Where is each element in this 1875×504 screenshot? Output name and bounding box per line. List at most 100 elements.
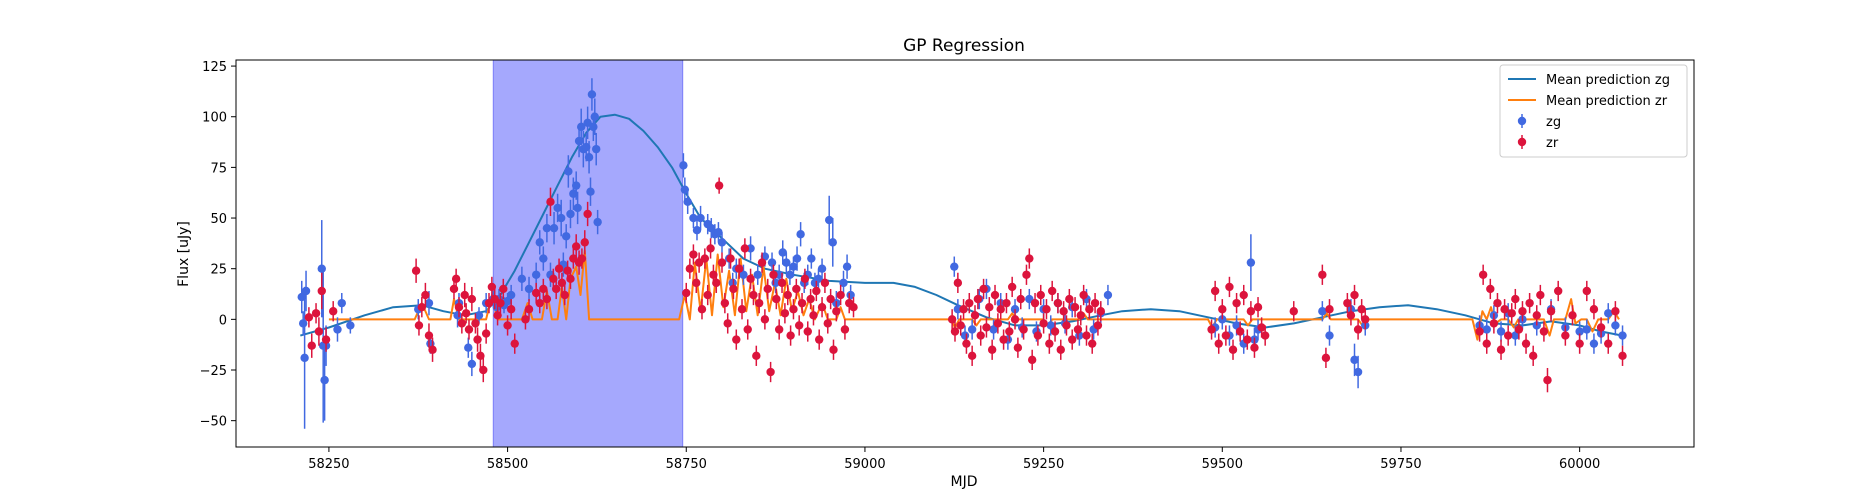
data-point (832, 307, 841, 316)
data-point (1475, 327, 1484, 336)
data-point (1045, 339, 1054, 348)
data-point (464, 325, 474, 334)
data-point (780, 309, 790, 318)
data-point (1027, 355, 1037, 365)
data-point (1073, 325, 1083, 334)
data-point (1007, 282, 1017, 292)
data-point (774, 325, 784, 334)
data-point (1033, 331, 1043, 340)
data-point (1096, 307, 1105, 316)
data-point (572, 242, 581, 251)
data-point (592, 144, 601, 154)
data-point (499, 284, 508, 294)
data-point (1503, 331, 1513, 340)
data-point (464, 343, 473, 352)
data-point (1002, 298, 1011, 308)
data-point (679, 161, 688, 170)
y-tick-label: −25 (200, 364, 227, 379)
data-point (1030, 298, 1040, 308)
data-point (840, 325, 850, 334)
data-point (1059, 307, 1068, 316)
data-point (1561, 331, 1570, 340)
data-point (752, 351, 761, 361)
data-point (689, 250, 698, 259)
data-point (1493, 298, 1502, 308)
data-point (1500, 305, 1509, 314)
data-point (467, 294, 477, 304)
data-point (692, 278, 701, 288)
x-tick-label: 58500 (487, 457, 528, 472)
data-point (1582, 325, 1591, 334)
data-point (546, 197, 555, 207)
chart-title: GP Regression (903, 36, 1025, 56)
data-point (300, 353, 309, 363)
data-point (1604, 339, 1613, 348)
data-point (1047, 286, 1057, 296)
data-point (1350, 290, 1359, 300)
y-axis-label: Flux [uJy] (176, 221, 192, 287)
data-point (1253, 302, 1263, 312)
data-point (551, 284, 561, 294)
data-point (990, 290, 1000, 300)
data-point (973, 294, 983, 304)
legend-marker-swatch (1517, 116, 1527, 126)
data-point (999, 335, 1008, 344)
y-tick-label: 50 (210, 212, 227, 227)
data-point (1568, 311, 1577, 320)
data-point (1210, 286, 1220, 296)
data-point (1039, 319, 1048, 328)
data-point (985, 302, 994, 312)
data-point (487, 282, 497, 292)
data-point (754, 298, 764, 308)
data-point (692, 225, 702, 235)
data-point (703, 290, 712, 300)
data-point (789, 262, 798, 271)
data-point (539, 254, 548, 263)
data-point (297, 292, 306, 302)
data-point (553, 203, 562, 213)
data-point (792, 284, 801, 294)
data-point (1343, 298, 1352, 308)
data-point (947, 315, 957, 324)
y-tick-label: 125 (202, 60, 227, 75)
data-point (1016, 294, 1025, 304)
data-point (1065, 294, 1074, 304)
data-point (317, 264, 326, 273)
data-point (706, 244, 715, 253)
data-point (314, 327, 324, 336)
data-point (766, 367, 775, 377)
data-point (1539, 327, 1549, 336)
data-point (1257, 323, 1266, 332)
data-point (1250, 343, 1259, 352)
data-point (1496, 345, 1506, 354)
x-tick-label: 58750 (666, 457, 707, 472)
data-point (772, 294, 781, 304)
data-point (1005, 327, 1014, 336)
data-point (696, 213, 705, 223)
data-point (1239, 290, 1248, 300)
data-point (1079, 290, 1088, 300)
data-point (965, 298, 974, 308)
data-point (453, 311, 462, 320)
data-point (421, 290, 430, 300)
data-point (726, 254, 735, 263)
data-point (424, 331, 434, 340)
data-point (577, 122, 586, 132)
x-tick-label: 59750 (1380, 457, 1421, 472)
y-tick-label: −50 (200, 415, 227, 430)
data-point (1232, 321, 1241, 330)
data-point (717, 238, 727, 247)
data-point (1536, 290, 1545, 300)
data-point (329, 307, 338, 316)
legend-label: Mean prediction zg (1546, 73, 1670, 88)
data-point (1596, 323, 1606, 332)
data-point (707, 223, 716, 233)
data-point (806, 294, 815, 304)
data-point (803, 327, 812, 336)
data-point (573, 203, 582, 213)
data-point (769, 270, 778, 279)
data-point (797, 298, 807, 308)
data-point (583, 209, 592, 219)
legend-label: zg (1546, 115, 1561, 130)
